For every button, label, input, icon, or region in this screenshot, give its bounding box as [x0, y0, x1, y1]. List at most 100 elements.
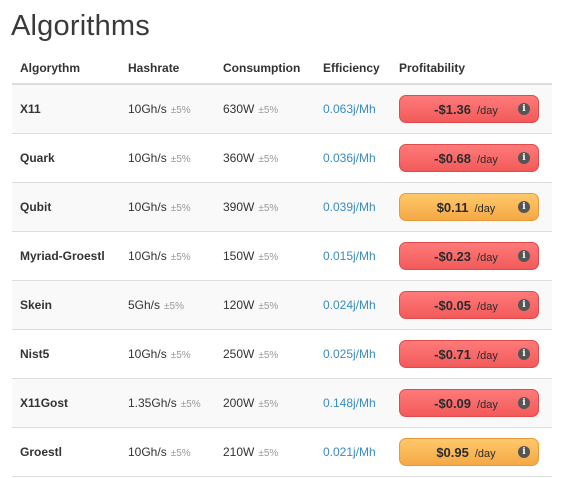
consumption-value: 200W	[223, 396, 255, 410]
consumption-cell: 390W ±5%	[215, 182, 315, 232]
algorithm-name: Quark	[20, 151, 55, 165]
page-title: Algorithms	[11, 10, 150, 42]
efficiency-value: 0.021j/Mh	[323, 445, 376, 459]
algorithm-name: Skein	[20, 298, 53, 312]
info-icon[interactable]: i	[518, 348, 530, 360]
profit-amount-wrap: -$0.09/day	[400, 396, 518, 411]
profit-amount: -$0.23	[434, 248, 472, 264]
table-row: Myriad-Groestl 10Gh/s ±5% 150W ±5% 0.015j/Mh -…	[12, 231, 552, 281]
hashrate-cell: 10Gh/s ±5%	[120, 182, 215, 232]
profit-amount: $0.11	[436, 199, 469, 215]
profit-amount-wrap: -$0.23/day	[400, 249, 518, 264]
consumption-cell: 200W ±5%	[215, 378, 315, 428]
consumption-value: 250W	[223, 347, 255, 361]
profit-period: /day	[477, 153, 498, 166]
consumption-value: 360W	[223, 151, 255, 165]
consumption-tolerance: ±5%	[258, 301, 279, 312]
profit-badge[interactable]: $0.95/day i	[399, 438, 539, 466]
hashrate-value: 5Gh/s	[128, 298, 161, 312]
header-profitability[interactable]: Profitability	[391, 53, 552, 85]
table-row: Skein 5Gh/s ±5% 120W ±5% 0.024j/Mh -$0.05/day i	[12, 280, 552, 330]
profit-amount-wrap: -$0.71/day	[400, 347, 518, 362]
hashrate-value: 10Gh/s	[128, 102, 167, 116]
hashrate-tolerance: ±5%	[170, 252, 191, 263]
algorithm-name: Nist5	[20, 347, 50, 361]
consumption-cell: 150W ±5%	[215, 231, 315, 281]
algorithm-cell: X11Gost	[12, 378, 120, 428]
profit-badge[interactable]: -$0.68/day i	[399, 144, 539, 172]
algorithm-cell: Groestl	[12, 427, 120, 477]
profitability-cell: -$0.05/day i	[391, 280, 552, 330]
profit-badge[interactable]: -$0.09/day i	[399, 389, 539, 417]
info-icon[interactable]: i	[518, 250, 530, 262]
hashrate-value: 10Gh/s	[128, 445, 167, 459]
efficiency-value: 0.148j/Mh	[323, 396, 376, 410]
efficiency-value: 0.025j/Mh	[323, 347, 376, 361]
efficiency-cell: 0.021j/Mh	[315, 427, 391, 477]
hashrate-cell: 1.35Gh/s ±5%	[120, 378, 215, 428]
efficiency-cell: 0.015j/Mh	[315, 231, 391, 281]
hashrate-tolerance: ±5%	[170, 203, 191, 214]
algorithm-cell: Myriad-Groestl	[12, 231, 120, 281]
consumption-cell: 250W ±5%	[215, 329, 315, 379]
profit-period: /day	[474, 447, 496, 460]
info-icon[interactable]: i	[518, 201, 530, 213]
header-hashrate[interactable]: Hashrate	[120, 53, 215, 85]
info-icon[interactable]: i	[518, 103, 530, 115]
info-icon[interactable]: i	[518, 397, 530, 409]
algorithm-cell: Qubit	[12, 182, 120, 232]
algorithm-name: X11Gost	[20, 396, 69, 410]
header-consumption[interactable]: Consumption	[215, 53, 315, 85]
hashrate-cell: 10Gh/s ±5%	[120, 329, 215, 379]
consumption-cell: 120W ±5%	[215, 280, 315, 330]
profit-amount: -$1.36	[434, 101, 472, 117]
info-icon[interactable]: i	[518, 446, 530, 458]
hashrate-value: 10Gh/s	[128, 200, 167, 214]
hashrate-tolerance: ±5%	[170, 154, 191, 165]
efficiency-value: 0.024j/Mh	[323, 298, 376, 312]
profit-badge[interactable]: -$0.23/day i	[399, 242, 539, 270]
info-icon[interactable]: i	[518, 152, 530, 164]
profitability-cell: $0.11/day i	[391, 182, 552, 232]
profitability-cell: -$1.36/day i	[391, 84, 552, 134]
profit-badge[interactable]: $0.11/day i	[399, 193, 539, 221]
profit-badge[interactable]: -$1.36/day i	[399, 95, 539, 123]
algorithm-name: X11	[20, 102, 41, 116]
profit-amount: -$0.05	[434, 297, 472, 313]
algorithm-name: Qubit	[20, 200, 52, 214]
consumption-tolerance: ±5%	[258, 203, 279, 214]
consumption-value: 630W	[223, 102, 255, 116]
profit-amount-wrap: -$0.68/day	[400, 151, 518, 166]
profit-badge[interactable]: -$0.05/day i	[399, 291, 539, 319]
algorithm-name: Groestl	[20, 445, 63, 459]
algorithm-cell: Nist5	[12, 329, 120, 379]
consumption-tolerance: ±5%	[258, 154, 279, 165]
hashrate-value: 1.35Gh/s	[128, 396, 177, 410]
info-icon[interactable]: i	[518, 299, 530, 311]
header-algorithm[interactable]: Algorythm	[12, 53, 120, 85]
profit-amount-wrap: -$0.05/day	[400, 298, 518, 313]
efficiency-value: 0.015j/Mh	[323, 249, 376, 263]
hashrate-cell: 5Gh/s ±5%	[120, 280, 215, 330]
efficiency-cell: 0.036j/Mh	[315, 133, 391, 183]
profit-amount-wrap: $0.11/day	[400, 200, 518, 215]
header-efficiency[interactable]: Efficiency	[315, 53, 391, 85]
efficiency-value: 0.036j/Mh	[323, 151, 376, 165]
algorithm-name: Myriad-Groestl	[20, 249, 105, 263]
consumption-value: 210W	[223, 445, 255, 459]
table-row: Groestl 10Gh/s ±5% 210W ±5% 0.021j/Mh $0.95/da…	[12, 427, 552, 477]
hashrate-cell: 10Gh/s ±5%	[120, 133, 215, 183]
consumption-value: 120W	[223, 298, 255, 312]
hashrate-tolerance: ±5%	[170, 105, 191, 116]
consumption-tolerance: ±5%	[258, 399, 279, 410]
profit-amount: -$0.09	[434, 395, 472, 411]
hashrate-tolerance: ±5%	[170, 448, 191, 459]
profit-period: /day	[477, 104, 498, 117]
efficiency-value: 0.039j/Mh	[323, 200, 376, 214]
profit-badge[interactable]: -$0.71/day i	[399, 340, 539, 368]
efficiency-cell: 0.039j/Mh	[315, 182, 391, 232]
hashrate-cell: 10Gh/s ±5%	[120, 231, 215, 281]
profit-period: /day	[477, 398, 498, 411]
table-header-row: Algorythm Hashrate Consumption Efficienc…	[12, 53, 552, 85]
profit-period: /day	[477, 251, 498, 264]
